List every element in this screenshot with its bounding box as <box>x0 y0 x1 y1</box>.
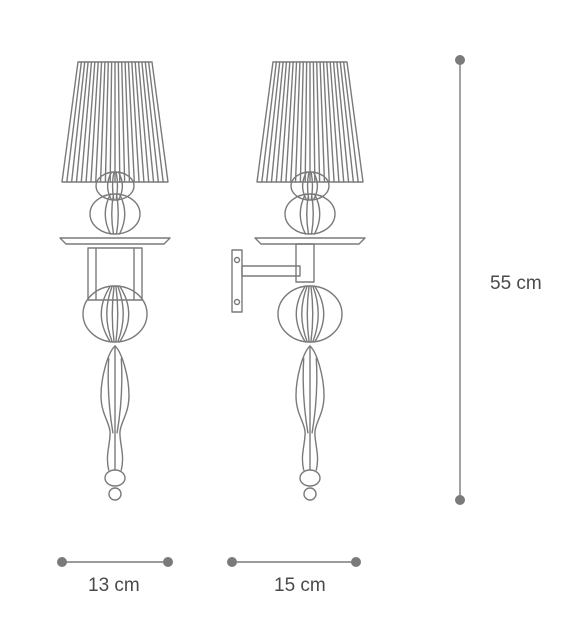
dim-width-side-label: 15 cm <box>274 575 326 597</box>
dim-width-front-label: 13 cm <box>88 575 140 597</box>
dim-height-label: 55 cm <box>490 273 542 295</box>
